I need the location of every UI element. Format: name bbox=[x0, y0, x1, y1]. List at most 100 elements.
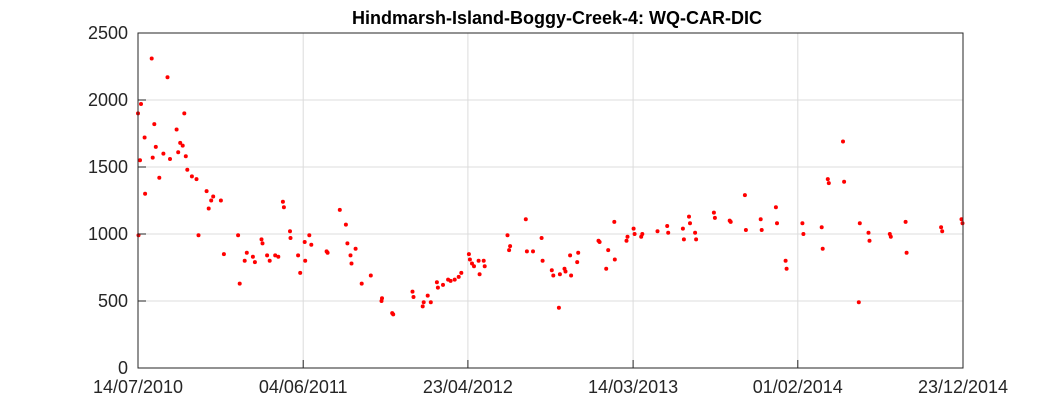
data-point bbox=[368, 273, 373, 278]
data-point bbox=[575, 260, 580, 265]
data-point bbox=[221, 252, 226, 257]
data-point bbox=[597, 240, 602, 244]
data-point bbox=[606, 248, 611, 253]
data-point bbox=[940, 229, 945, 234]
data-point bbox=[523, 217, 528, 222]
data-point bbox=[152, 122, 157, 127]
data-point bbox=[481, 258, 486, 263]
data-point bbox=[157, 175, 162, 180]
data-point bbox=[712, 215, 717, 220]
data-point bbox=[185, 167, 190, 172]
data-point bbox=[604, 266, 609, 271]
data-point bbox=[758, 217, 763, 222]
data-point bbox=[819, 225, 824, 230]
data-point bbox=[841, 139, 845, 144]
data-point bbox=[655, 229, 660, 234]
data-point bbox=[775, 221, 779, 226]
data-point bbox=[421, 300, 426, 305]
data-point bbox=[183, 154, 188, 159]
data-point bbox=[380, 296, 384, 301]
data-point bbox=[150, 155, 155, 160]
data-point bbox=[820, 246, 825, 251]
data-point bbox=[349, 261, 354, 266]
x-tick-label: 23/04/2012 bbox=[423, 377, 513, 397]
data-point bbox=[456, 274, 461, 279]
data-point bbox=[549, 268, 554, 273]
data-point bbox=[568, 253, 573, 258]
data-point bbox=[888, 234, 893, 239]
data-point bbox=[180, 143, 185, 148]
data-point bbox=[569, 273, 574, 278]
data-point bbox=[640, 232, 645, 236]
y-tick-label: 1500 bbox=[88, 157, 128, 177]
data-point bbox=[631, 226, 636, 231]
data-point bbox=[842, 179, 847, 184]
data-point bbox=[576, 250, 581, 255]
data-point bbox=[904, 250, 909, 255]
data-point bbox=[556, 305, 561, 310]
data-point bbox=[507, 248, 512, 253]
data-point bbox=[343, 222, 348, 227]
y-tick-label: 500 bbox=[98, 291, 128, 311]
data-point bbox=[680, 226, 685, 231]
data-point bbox=[540, 258, 545, 263]
x-tick-label: 01/02/2014 bbox=[753, 377, 843, 397]
data-point bbox=[359, 281, 364, 286]
data-point bbox=[204, 189, 209, 194]
data-point bbox=[505, 233, 510, 238]
data-point bbox=[624, 238, 629, 243]
data-point bbox=[281, 205, 286, 210]
data-point bbox=[448, 278, 453, 283]
data-point bbox=[142, 135, 147, 140]
data-point bbox=[666, 230, 671, 235]
data-point bbox=[759, 228, 764, 232]
data-point bbox=[452, 277, 457, 282]
y-tick-label: 2500 bbox=[88, 23, 128, 43]
data-point bbox=[211, 194, 216, 199]
x-tick-label: 04/06/2011 bbox=[259, 377, 348, 397]
data-point bbox=[276, 254, 281, 259]
data-point bbox=[428, 300, 433, 305]
data-point bbox=[206, 206, 211, 211]
x-axis-tick-labels: 14/07/2010 04/06/2011 23/04/2012 14/03/2013… bbox=[93, 377, 1008, 397]
grid bbox=[137, 32, 964, 369]
data-point bbox=[302, 240, 307, 244]
data-point bbox=[196, 233, 201, 238]
data-point bbox=[153, 144, 158, 149]
data-point bbox=[259, 237, 264, 242]
data-point bbox=[273, 253, 278, 258]
data-point bbox=[866, 230, 871, 235]
data-point bbox=[551, 273, 556, 278]
data-point bbox=[856, 300, 861, 305]
data-point bbox=[411, 295, 416, 299]
data-point bbox=[857, 221, 862, 226]
data-point bbox=[531, 249, 535, 254]
data-point bbox=[728, 219, 733, 224]
data-point bbox=[244, 250, 249, 255]
data-point bbox=[466, 252, 471, 257]
data-point bbox=[182, 111, 187, 116]
data-point bbox=[307, 233, 312, 238]
y-tick-label: 2000 bbox=[88, 90, 128, 110]
data-point bbox=[476, 258, 481, 263]
data-point bbox=[800, 221, 805, 226]
data-point bbox=[612, 219, 617, 224]
data-point bbox=[687, 214, 691, 219]
data-point bbox=[557, 272, 562, 277]
data-point bbox=[265, 253, 270, 258]
data-point bbox=[711, 210, 716, 215]
data-point bbox=[168, 157, 172, 161]
data-point bbox=[303, 258, 308, 263]
data-point bbox=[434, 280, 439, 285]
x-tick-label: 14/03/2013 bbox=[588, 377, 678, 397]
chart-title: Hindmarsh-Island-Boggy-Creek-4: WQ-CAR-D… bbox=[352, 8, 762, 28]
data-point bbox=[139, 102, 143, 106]
data-point bbox=[939, 225, 944, 230]
data-point bbox=[260, 241, 265, 246]
data-point bbox=[625, 234, 630, 239]
data-point bbox=[482, 264, 487, 269]
data-point bbox=[743, 228, 748, 232]
data-point bbox=[165, 75, 170, 80]
data-point bbox=[420, 304, 425, 309]
data-point bbox=[325, 250, 330, 255]
